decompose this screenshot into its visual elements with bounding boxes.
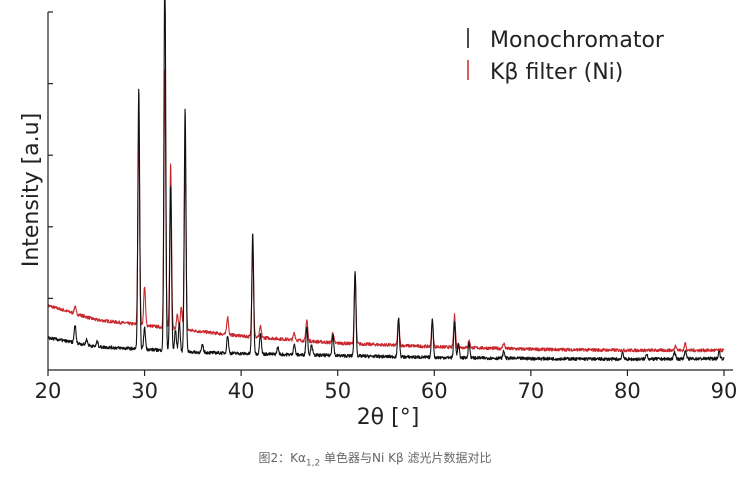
- legend-label-kb-filter: Kβ filter (Ni): [490, 60, 623, 85]
- caption-subscript: 1,2: [305, 458, 321, 469]
- x-ticks: 20 30 40 50 60 70 80 90: [35, 370, 738, 403]
- x-tick-label: 30: [131, 379, 158, 403]
- x-tick-label: 50: [324, 379, 351, 403]
- y-ticks: [48, 11, 53, 299]
- x-axis-label: 2θ [°]: [357, 405, 420, 430]
- xrd-chart: 20 30 40 50 60 70 80 90 2θ [°] Intensity [a.u] …: [19, 0, 738, 430]
- series-line-monochromator: [47, 0, 725, 362]
- y-axis-label: Intensity [a.u]: [19, 113, 44, 267]
- series-line-kb-filter: [47, 69, 725, 353]
- x-tick-label: 90: [711, 379, 738, 403]
- legend: Monochromator Kβ filter (Ni): [467, 28, 665, 85]
- caption-prefix: 图2：Kα: [258, 451, 306, 465]
- x-tick-label: 70: [517, 379, 544, 403]
- series-layer: [47, 0, 725, 362]
- x-tick-label: 60: [421, 379, 448, 403]
- x-tick-label: 40: [228, 379, 255, 403]
- figure-caption: 图2：Kα1,2 单色器与Ni Kβ 滤光片数据对比: [0, 449, 750, 468]
- x-tick-label: 20: [35, 379, 62, 403]
- caption-suffix: 单色器与Ni Kβ 滤光片数据对比: [320, 451, 492, 465]
- x-tick-label: 80: [614, 379, 641, 403]
- legend-label-monochromator: Monochromator: [490, 28, 665, 53]
